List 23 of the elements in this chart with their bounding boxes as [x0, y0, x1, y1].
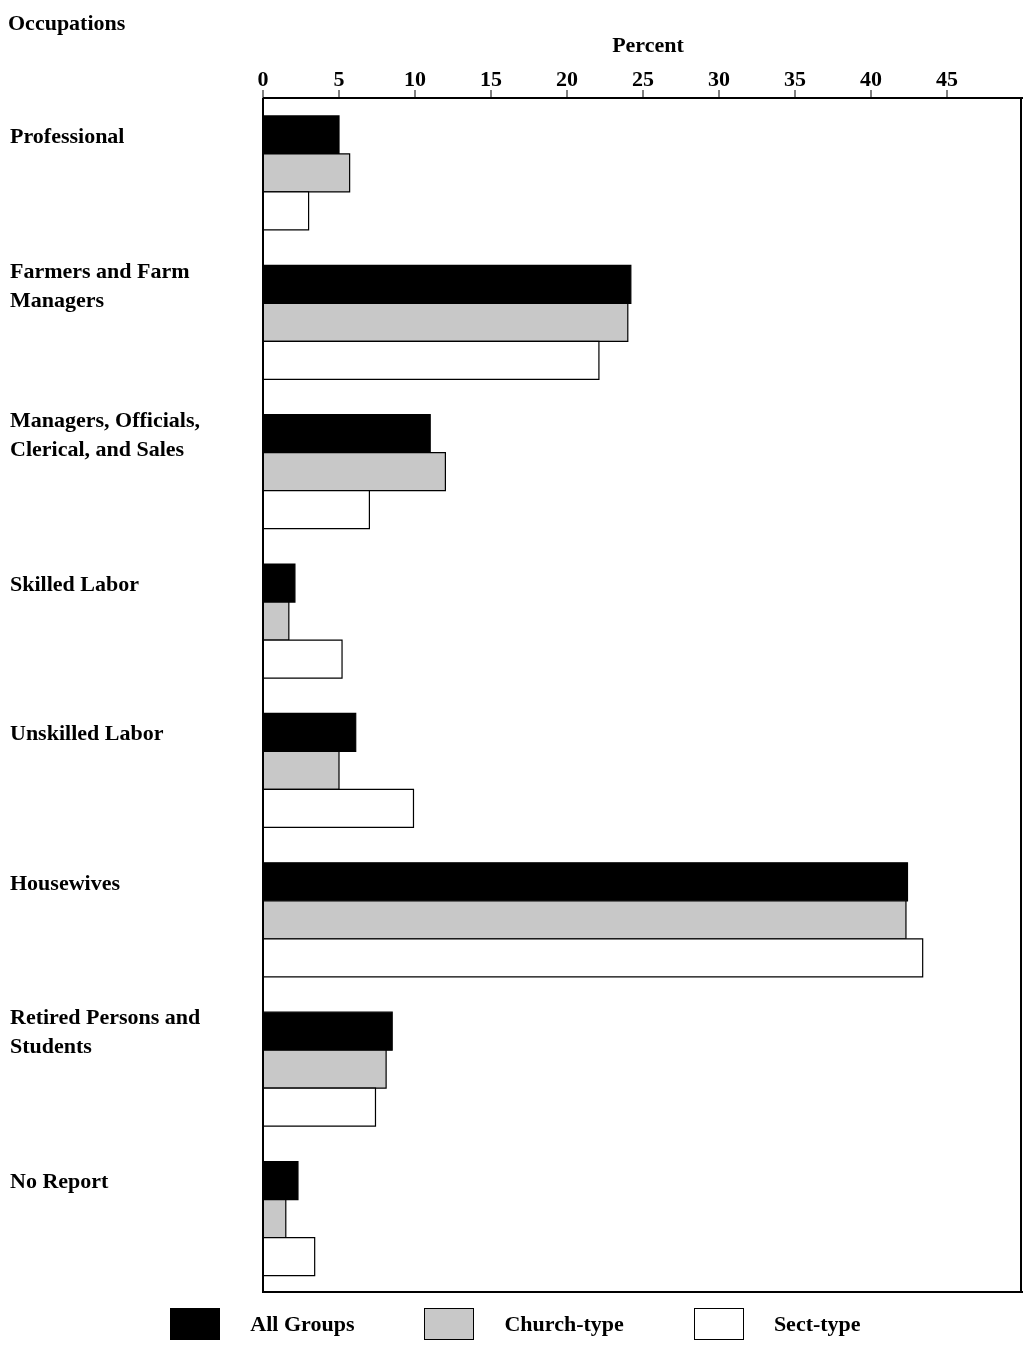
x-tick-label: 10 [404, 66, 426, 91]
legend-label: Church-type [504, 1311, 624, 1337]
y-axis-title: Occupations [8, 10, 126, 36]
y-tick-label: Unskilled Labor [10, 720, 164, 746]
y-tick-label: Housewives [10, 869, 121, 895]
y-tick-label: No Report [10, 1168, 110, 1194]
y-tick-label: Retired Persons and Students [10, 1004, 201, 1059]
x-tick-label: 15 [480, 66, 502, 91]
y-tick-label: Skilled Labor [10, 570, 140, 596]
y-tick-label: Managers, Officials, Clerical, and Sales [10, 406, 201, 461]
x-tick-label: 40 [860, 66, 882, 91]
x-tick-label: 5 [333, 66, 345, 91]
x-tick-label: 35 [784, 66, 806, 91]
y-tick-label: Farmers and Farm Managers [10, 257, 190, 312]
x-tick-label: 20 [556, 66, 578, 91]
x-tick-label: 25 [632, 66, 654, 91]
x-tick-label: 0 [257, 66, 269, 91]
x-tick-label: 45 [936, 66, 958, 91]
legend-label: All Groups [250, 1311, 355, 1337]
legend-label: Sect-type [773, 1311, 861, 1337]
y-tick-label: Professional [10, 122, 125, 148]
x-axis-title: Percent [611, 32, 685, 58]
x-tick-label: 30 [708, 66, 730, 91]
